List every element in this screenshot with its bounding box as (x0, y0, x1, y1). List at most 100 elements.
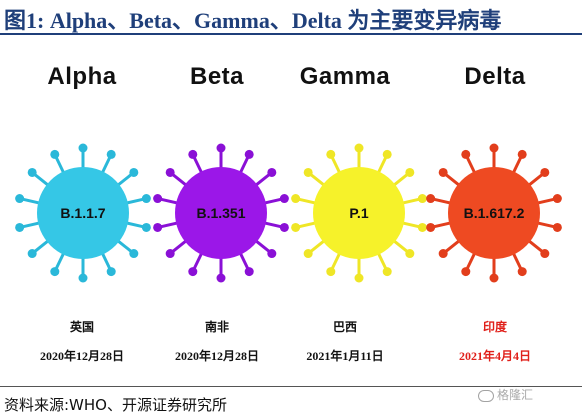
virus-spike-tip (78, 143, 88, 153)
virus-spike (160, 221, 179, 229)
virus-spike (536, 221, 555, 229)
virus-spike (433, 221, 452, 229)
virus-spike (33, 239, 50, 253)
variant-name-gamma: Gamma (299, 63, 391, 90)
virus-gamma: P.1 (284, 143, 434, 283)
virus-spike (238, 251, 250, 270)
virus-spike-tip (50, 267, 60, 277)
virus-spike-tip (291, 194, 301, 204)
virus-spike (192, 251, 204, 270)
virus-spike (116, 239, 133, 253)
virus-spike-tip (303, 249, 313, 259)
virus-spike (527, 173, 544, 187)
virus-spike (254, 173, 271, 187)
country-gamma: 巴西 (332, 320, 357, 334)
virus-spike-tip (27, 249, 37, 259)
virus-spike-tip (141, 222, 151, 232)
country-alpha: 英国 (69, 320, 94, 334)
virus-spike (171, 173, 188, 187)
virus-spike-tip (216, 273, 226, 283)
virus-spike-tip (303, 167, 313, 177)
virus-gamma-icon (291, 143, 427, 283)
title-divider (0, 33, 582, 35)
watermark-text: 格隆汇 (497, 388, 534, 402)
virus-spike (298, 221, 317, 229)
virus-spike-tip (141, 194, 151, 204)
wechat-icon (478, 389, 494, 402)
virus-spike (254, 239, 271, 253)
virus-spike-tip (540, 249, 550, 259)
date-alpha: 2020年12月28日 (39, 349, 124, 363)
virus-spike (100, 156, 112, 175)
virus-spike (444, 173, 461, 187)
virus-spike-tip (326, 267, 336, 277)
virus-spike (401, 197, 420, 205)
variant-name-alpha: Alpha (47, 63, 117, 90)
date-beta: 2020年12月28日 (174, 349, 259, 363)
date-gamma: 2021年1月11日 (306, 349, 384, 363)
lineage-alpha: B.1.1.7 (60, 205, 106, 221)
virus-spike (22, 197, 41, 205)
virus-spike (444, 239, 461, 253)
lineage-delta: B.1.617.2 (463, 205, 525, 221)
lineage-beta: B.1.351 (196, 205, 246, 221)
title-bar: 图1: Alpha、Beta、Gamma、Delta 为主要变异病毒 (0, 0, 582, 35)
virus-body (448, 167, 540, 259)
virus-spike-tip (15, 222, 25, 232)
virus-spike (465, 251, 477, 270)
virus-spike-tip (267, 249, 277, 259)
virus-spike-tip (27, 167, 37, 177)
virus-body (313, 167, 405, 259)
virus-spike (238, 156, 250, 175)
virus-spike-tip (382, 149, 392, 159)
virus-alpha: B.1.1.7 (8, 143, 158, 283)
virus-spike (125, 197, 144, 205)
virus-spike (100, 251, 112, 270)
virus-spike-tip (417, 194, 427, 204)
virus-spike (309, 173, 326, 187)
virus-spike (511, 156, 523, 175)
virus-spike-tip (489, 143, 499, 153)
virus-body (175, 167, 267, 259)
virus-beta: B.1.351 (146, 143, 296, 283)
virus-spike (376, 251, 388, 270)
virus-alpha-icon (15, 143, 151, 283)
virus-spike-tip (354, 143, 364, 153)
virus-spike-tip (489, 273, 499, 283)
source-divider (0, 386, 582, 387)
virus-spike (263, 221, 282, 229)
country-beta: 南非 (204, 320, 229, 334)
virus-spike (392, 239, 409, 253)
virus-spike-tip (426, 222, 436, 232)
virus-beta-icon (153, 143, 289, 283)
virus-spike (54, 156, 66, 175)
variant-name-delta: Delta (464, 63, 526, 90)
virus-spike-tip (461, 149, 471, 159)
virus-spike-tip (405, 249, 415, 259)
virus-spike-tip (15, 194, 25, 204)
virus-spike-tip (165, 249, 175, 259)
virus-spike-tip (326, 149, 336, 159)
virus-spike-tip (267, 167, 277, 177)
variant-name-beta: Beta (189, 63, 245, 90)
virus-spike-tip (540, 167, 550, 177)
virus-spike (192, 156, 204, 175)
virus-spike-tip (153, 222, 163, 232)
virus-spike (116, 173, 133, 187)
virus-spike-tip (244, 149, 254, 159)
virus-spike (263, 197, 282, 205)
virus-spike (298, 197, 317, 205)
virus-spike-tip (417, 222, 427, 232)
watermark: 格隆汇 (478, 386, 533, 403)
virus-spike-tip (244, 267, 254, 277)
figure-title: 图1: Alpha、Beta、Gamma、Delta 为主要变异病毒 (4, 8, 502, 33)
virus-spike-tip (552, 194, 562, 204)
virus-spike (330, 156, 342, 175)
virus-delta: B.1.617.2 (419, 143, 569, 283)
virus-spike-tip (165, 167, 175, 177)
virus-spike (376, 156, 388, 175)
virus-spike-tip (153, 194, 163, 204)
virus-spike-tip (106, 267, 116, 277)
virus-spike (527, 239, 544, 253)
virus-spike-tip (438, 167, 448, 177)
